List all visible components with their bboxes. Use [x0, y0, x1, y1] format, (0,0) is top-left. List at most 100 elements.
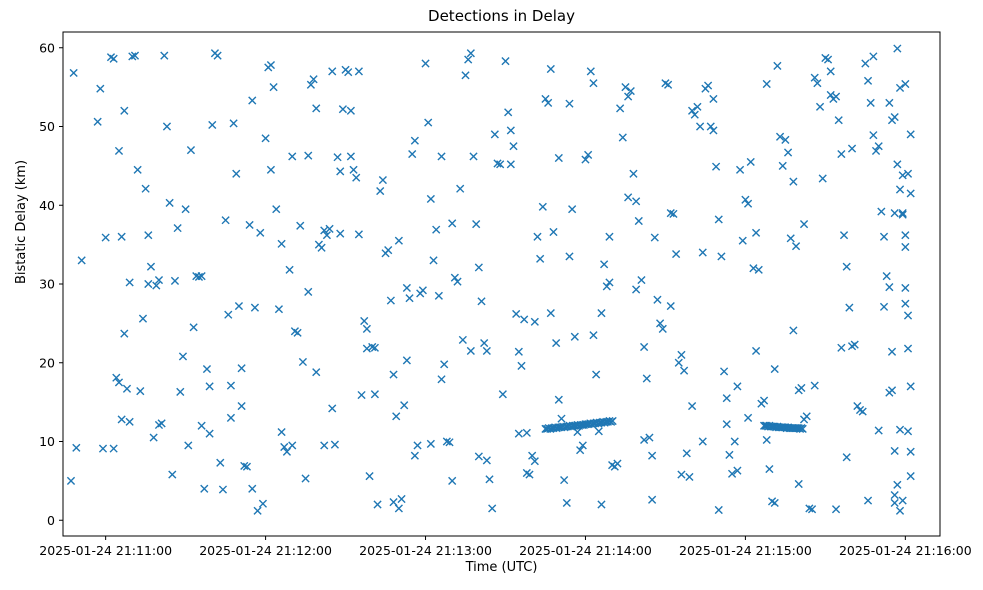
data-point-marker	[576, 446, 585, 455]
data-point-marker	[266, 165, 276, 174]
data-point-marker	[421, 59, 430, 68]
data-point-marker	[474, 263, 483, 272]
data-point-marker	[66, 476, 76, 485]
data-point-marker	[72, 443, 81, 452]
data-point-marker	[400, 401, 409, 410]
data-point-marker	[839, 231, 849, 240]
data-point-marker	[717, 252, 726, 261]
data-point-marker	[218, 485, 228, 494]
data-point-marker	[677, 350, 686, 359]
data-point-marker	[354, 230, 363, 239]
data-point-marker	[709, 94, 718, 104]
data-point-marker	[589, 331, 598, 340]
data-point-marker	[253, 506, 262, 515]
data-point-marker	[466, 49, 475, 58]
data-point-marker	[434, 291, 443, 300]
data-point-marker	[887, 386, 897, 395]
data-point-marker	[437, 375, 446, 384]
data-point-marker	[895, 83, 905, 93]
data-point-marker	[501, 57, 510, 66]
data-point-marker	[117, 415, 126, 424]
data-point-marker	[525, 470, 534, 479]
data-point-marker	[138, 314, 148, 323]
data-point-marker	[117, 232, 126, 241]
data-point-marker	[664, 80, 673, 89]
data-point-marker	[733, 466, 742, 475]
data-point-marker	[770, 364, 779, 374]
data-point-marker	[799, 220, 809, 229]
data-point-marker	[703, 81, 713, 90]
data-point-marker	[570, 332, 579, 341]
data-point-marker	[783, 148, 793, 157]
data-point-marker	[205, 382, 214, 391]
data-point-marker	[818, 174, 827, 183]
data-point-marker	[413, 441, 422, 450]
data-point-marker	[426, 439, 435, 448]
data-point-marker	[874, 426, 883, 435]
data-point-marker	[312, 368, 321, 377]
data-point-marker	[384, 246, 393, 255]
data-point-marker	[248, 484, 257, 493]
data-point-marker	[418, 286, 427, 295]
data-point-marker	[317, 243, 326, 252]
data-point-marker	[242, 462, 252, 471]
data-point-marker	[370, 390, 379, 399]
data-point-marker	[879, 302, 889, 311]
data-point-marker	[77, 256, 86, 265]
data-point-marker	[544, 98, 553, 107]
data-point-marker	[280, 442, 289, 452]
data-point-marker	[165, 198, 174, 207]
data-point-marker	[554, 395, 563, 404]
data-point-marker	[464, 55, 473, 64]
data-point-marker	[322, 231, 331, 240]
data-point-marker	[903, 169, 913, 178]
data-point-marker	[797, 383, 806, 393]
data-point-marker	[189, 323, 198, 332]
data-point-marker	[458, 335, 467, 345]
data-point-marker	[133, 165, 142, 174]
data-point-marker	[530, 317, 539, 326]
data-point-marker	[101, 233, 110, 242]
data-point-marker	[863, 76, 873, 85]
data-point-marker	[125, 278, 134, 287]
data-point-marker	[677, 470, 686, 479]
data-point-marker	[442, 437, 451, 446]
data-point-marker	[893, 160, 902, 169]
data-point-marker	[445, 438, 454, 447]
y-tick-label: 10	[39, 434, 55, 449]
data-point-marker	[898, 171, 907, 180]
data-point-marker	[304, 151, 313, 160]
data-point-marker	[296, 221, 305, 230]
data-point-marker	[560, 475, 569, 485]
data-point-marker	[157, 419, 166, 428]
data-point-marker	[392, 412, 401, 421]
data-point-marker	[200, 484, 209, 493]
data-point-marker	[831, 92, 841, 101]
data-point-marker	[373, 500, 382, 509]
data-point-marker	[482, 346, 491, 356]
data-point-marker	[877, 207, 886, 216]
data-point-marker	[687, 401, 697, 411]
data-point-marker	[901, 283, 910, 293]
data-point-marker	[528, 451, 537, 460]
data-point-marker	[306, 80, 316, 89]
data-point-marker	[626, 86, 635, 96]
y-tick-label: 20	[39, 355, 55, 370]
data-point-marker	[197, 421, 206, 430]
data-point-marker	[144, 279, 153, 289]
data-point-marker	[762, 79, 771, 89]
data-point-marker	[898, 210, 907, 219]
data-point-marker	[285, 265, 294, 274]
data-point-marker	[184, 441, 193, 450]
data-point-marker	[514, 347, 523, 356]
data-point-marker	[226, 381, 236, 390]
data-point-marker	[272, 205, 281, 214]
data-point-marker	[594, 427, 603, 436]
data-point-marker	[485, 475, 494, 484]
data-point-marker	[448, 476, 457, 485]
data-point-marker	[378, 175, 387, 185]
data-point-marker	[605, 232, 614, 241]
data-point-marker	[426, 194, 435, 204]
data-point-marker	[658, 324, 667, 333]
data-point-marker	[448, 219, 457, 228]
